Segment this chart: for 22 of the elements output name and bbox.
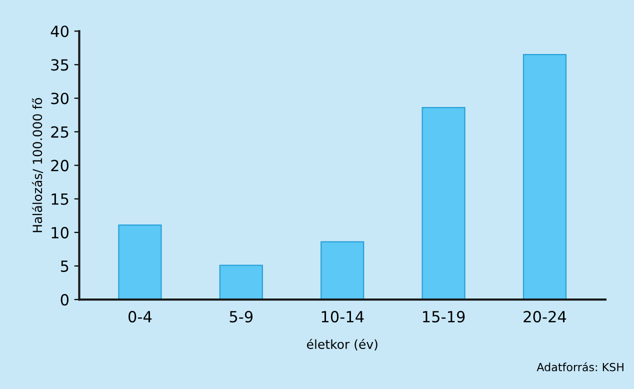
x-tick-label: 5-9	[230, 310, 253, 322]
y-tick-label: 40	[50, 26, 69, 38]
y-tick-label: 0	[60, 294, 69, 306]
bar	[219, 264, 263, 300]
x-tick-label: 20-24	[524, 310, 566, 322]
bar	[320, 241, 364, 300]
y-tick-label: 35	[51, 59, 68, 71]
text: Adatforrás: KSH	[536, 362, 624, 372]
bar	[118, 224, 162, 300]
x-tick-label: 0-4	[128, 310, 152, 322]
y-tick-label: 10	[52, 226, 69, 238]
bar	[422, 107, 466, 300]
x-axis-title: életkor (év)	[306, 338, 378, 350]
bar	[522, 54, 567, 300]
x-tick-label: 10-14	[322, 310, 364, 322]
y-axis-title: Halálozás/ 100.000 fő	[32, 98, 44, 232]
y-tick-label: 15	[52, 194, 68, 205]
y-tick-label: 20	[51, 160, 69, 172]
y-tick-label: 25	[51, 126, 68, 138]
x-tick-label: 15-19	[423, 310, 465, 322]
y-tick-label: 5	[60, 260, 68, 272]
y-tick-label: 30	[51, 92, 69, 104]
